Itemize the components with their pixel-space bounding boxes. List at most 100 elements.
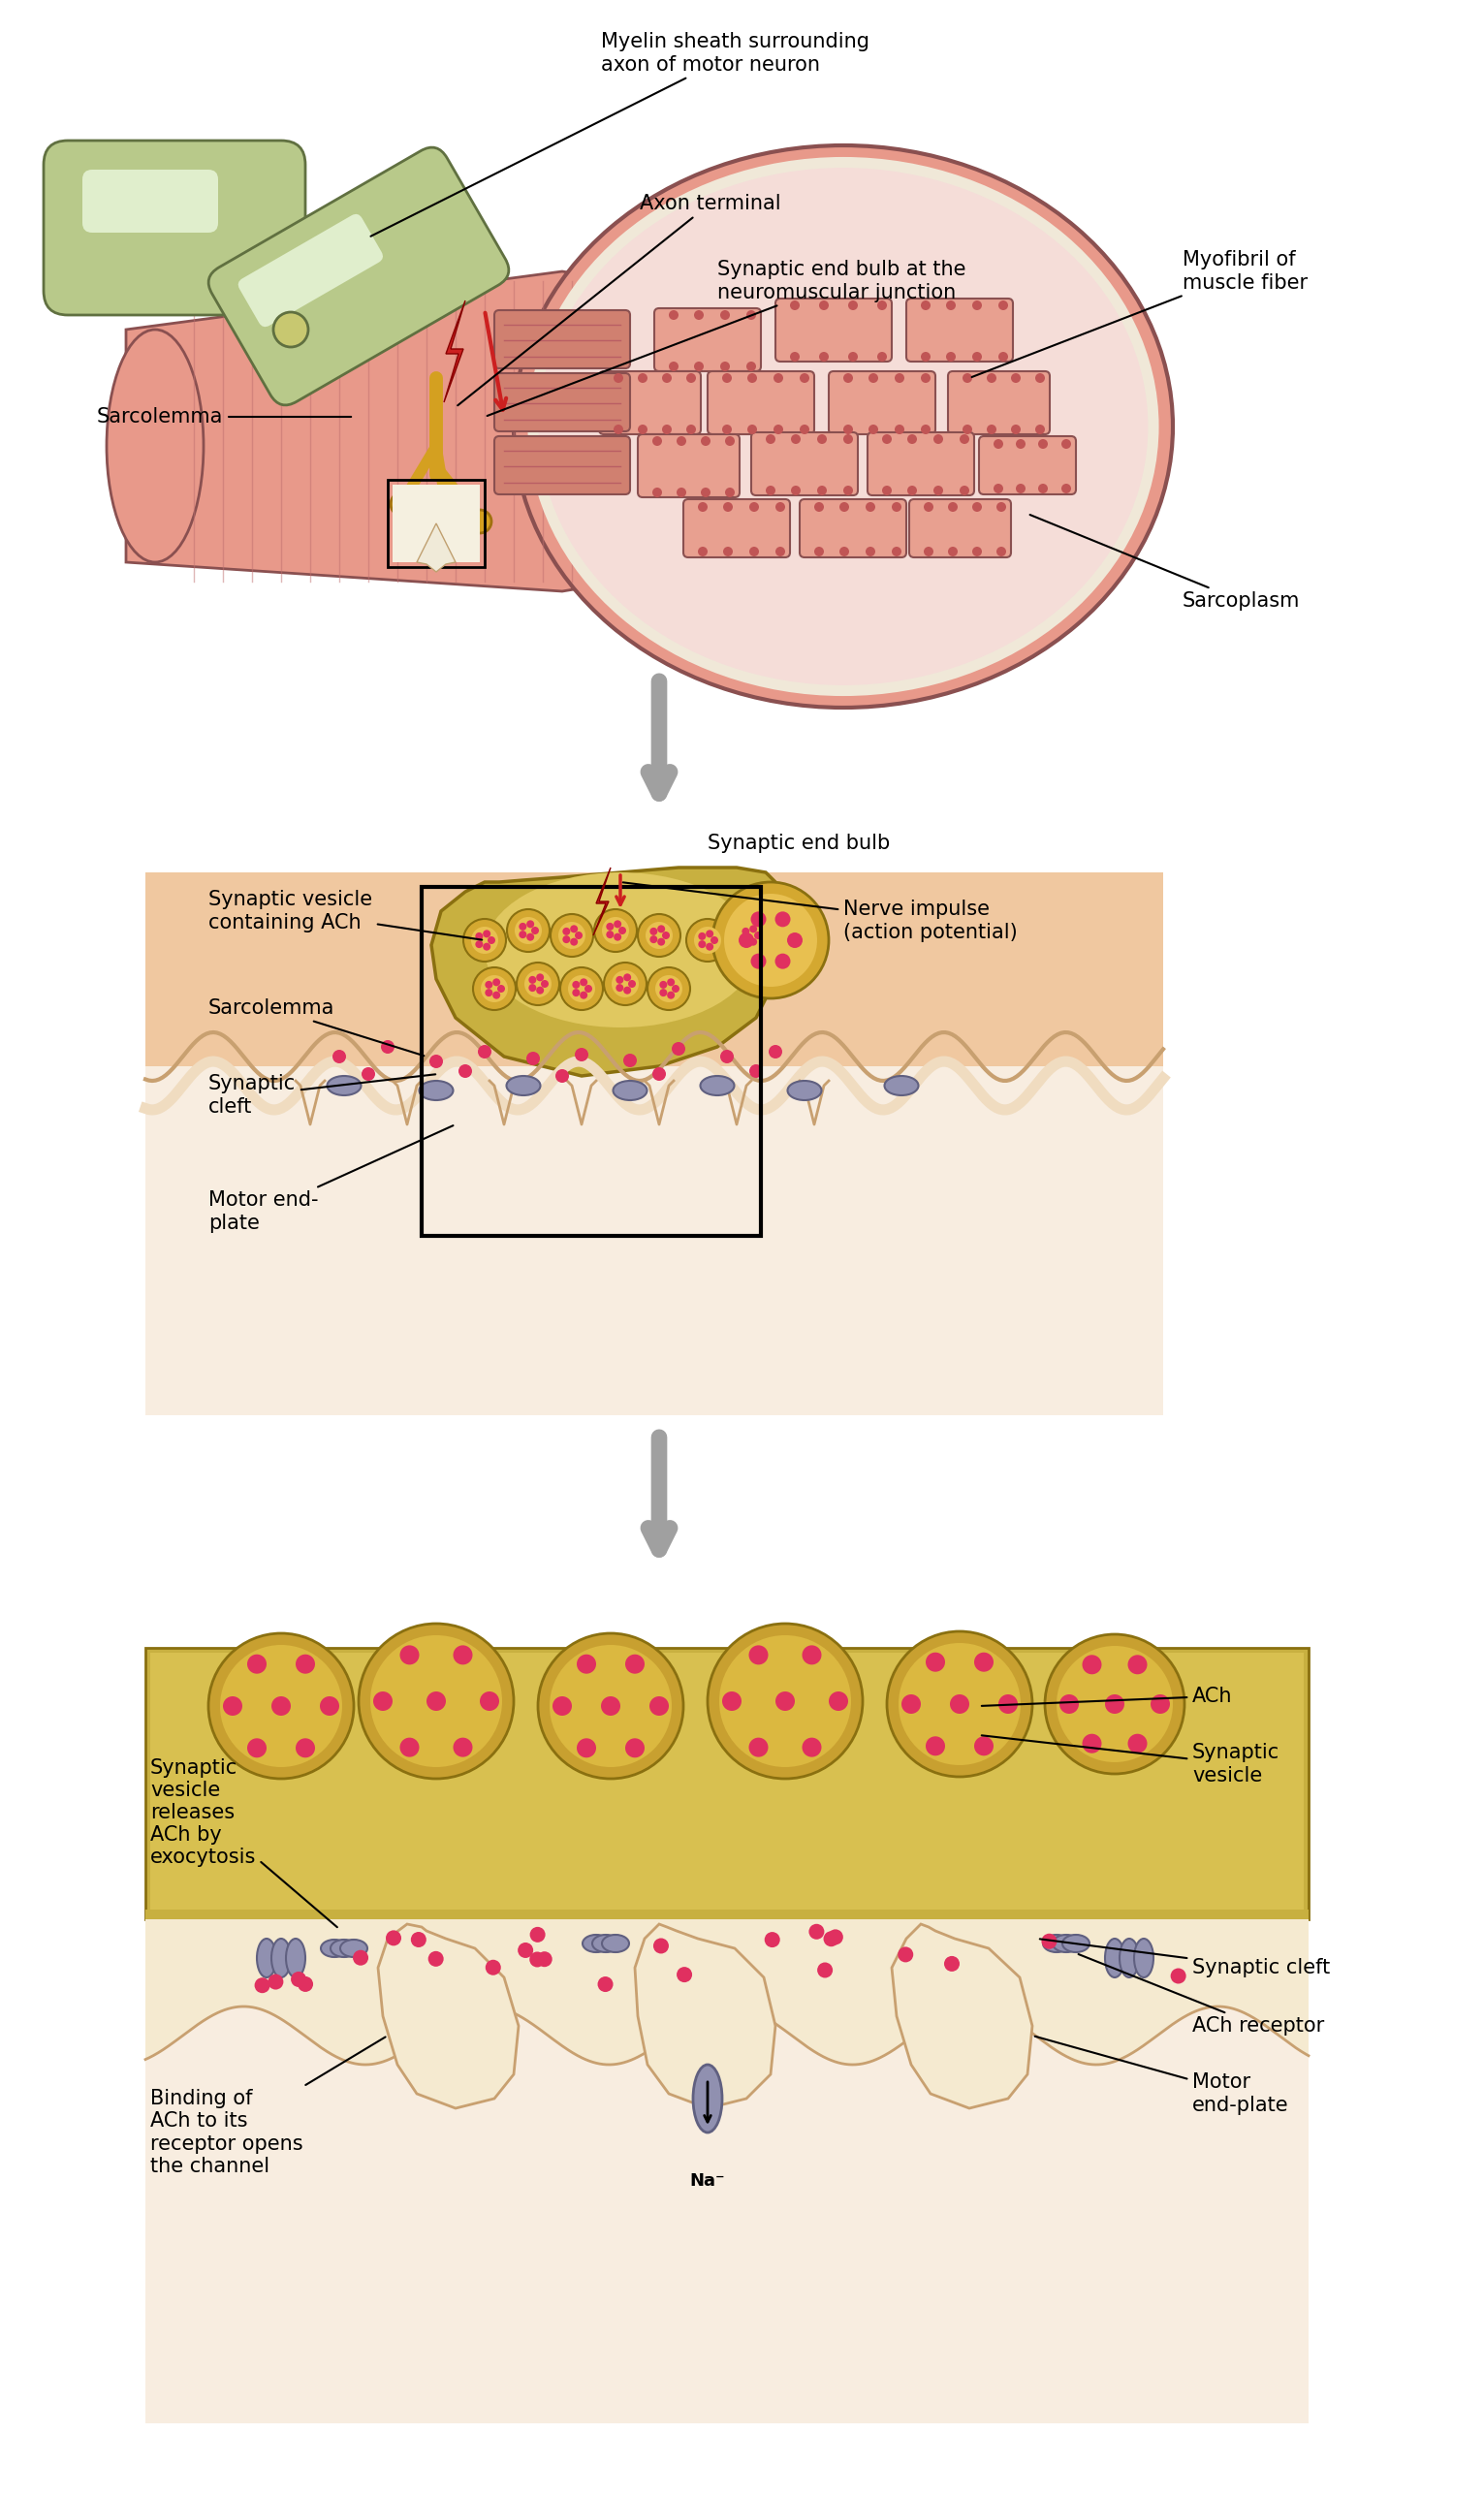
Circle shape [993, 484, 1003, 494]
Text: Sarcoplasm: Sarcoplasm [1030, 514, 1300, 612]
Circle shape [508, 909, 549, 951]
Circle shape [945, 352, 956, 362]
FancyBboxPatch shape [708, 372, 815, 434]
Text: Motor
end-plate: Motor end-plate [1034, 2037, 1288, 2114]
Circle shape [901, 1695, 922, 1715]
Circle shape [800, 374, 809, 382]
Circle shape [711, 936, 718, 943]
Circle shape [585, 986, 592, 993]
Ellipse shape [485, 874, 755, 1028]
Circle shape [568, 976, 595, 1003]
Circle shape [519, 931, 527, 938]
Circle shape [1042, 1934, 1057, 1949]
Polygon shape [594, 869, 610, 936]
Circle shape [549, 1645, 672, 1767]
Circle shape [695, 362, 703, 372]
Ellipse shape [1043, 1934, 1070, 1952]
Circle shape [638, 424, 647, 434]
FancyBboxPatch shape [654, 307, 761, 372]
Circle shape [669, 310, 678, 319]
Circle shape [742, 936, 749, 943]
Circle shape [662, 424, 672, 434]
Circle shape [769, 1046, 782, 1058]
Circle shape [295, 1737, 315, 1757]
Circle shape [907, 487, 917, 494]
Circle shape [291, 1972, 306, 1987]
Circle shape [623, 973, 631, 981]
Circle shape [776, 502, 785, 512]
Ellipse shape [1134, 1939, 1153, 1977]
Circle shape [1061, 439, 1071, 449]
FancyArrowPatch shape [485, 312, 506, 409]
Circle shape [1036, 424, 1045, 434]
Bar [145, 1914, 1309, 2032]
Circle shape [877, 300, 887, 310]
Circle shape [1106, 1695, 1125, 1715]
Circle shape [923, 502, 933, 512]
FancyArrowPatch shape [705, 2082, 711, 2122]
Circle shape [562, 936, 570, 943]
Circle shape [552, 1697, 571, 1715]
Circle shape [944, 1957, 960, 1972]
Circle shape [843, 487, 853, 494]
Circle shape [849, 300, 858, 310]
Circle shape [1061, 484, 1071, 494]
Ellipse shape [506, 1076, 540, 1096]
Ellipse shape [321, 1939, 347, 1957]
Circle shape [515, 916, 542, 943]
Circle shape [746, 310, 755, 319]
Circle shape [764, 1932, 781, 1947]
Circle shape [601, 1697, 620, 1715]
Circle shape [638, 914, 681, 956]
Polygon shape [444, 300, 466, 402]
Circle shape [686, 919, 729, 961]
Circle shape [614, 934, 622, 941]
Circle shape [555, 1068, 568, 1083]
Circle shape [706, 943, 714, 951]
Circle shape [818, 1962, 833, 1977]
Circle shape [537, 1952, 552, 1967]
Circle shape [1082, 1655, 1101, 1675]
Circle shape [646, 921, 672, 948]
Circle shape [996, 502, 1006, 512]
Circle shape [749, 502, 758, 512]
Ellipse shape [340, 1939, 368, 1957]
FancyBboxPatch shape [494, 374, 631, 432]
Circle shape [865, 502, 876, 512]
Circle shape [473, 968, 515, 1011]
Circle shape [840, 502, 849, 512]
Ellipse shape [272, 1939, 291, 1977]
Circle shape [881, 487, 892, 494]
Circle shape [662, 374, 672, 382]
Circle shape [619, 926, 626, 934]
Circle shape [999, 300, 1008, 310]
Text: Binding of
ACh to its
receptor opens
the channel: Binding of ACh to its receptor opens the… [150, 2037, 386, 2177]
Circle shape [922, 424, 930, 434]
Circle shape [269, 1974, 283, 1989]
Bar [145, 1987, 1309, 2424]
Circle shape [580, 978, 588, 986]
FancyBboxPatch shape [494, 437, 631, 494]
Circle shape [686, 374, 696, 382]
Circle shape [815, 547, 824, 557]
Circle shape [787, 934, 803, 948]
Circle shape [923, 547, 933, 557]
Circle shape [749, 1737, 769, 1757]
Circle shape [922, 300, 930, 310]
Circle shape [972, 300, 982, 310]
Circle shape [561, 968, 603, 1011]
Circle shape [723, 502, 733, 512]
Circle shape [877, 352, 887, 362]
Circle shape [570, 938, 577, 946]
Circle shape [426, 1692, 445, 1710]
Polygon shape [432, 869, 785, 1076]
Ellipse shape [1119, 1939, 1138, 1977]
Ellipse shape [592, 1934, 619, 1952]
Text: Synaptic
cleft: Synaptic cleft [208, 1073, 435, 1116]
Circle shape [843, 424, 853, 434]
Circle shape [922, 352, 930, 362]
Circle shape [699, 941, 706, 948]
Circle shape [1036, 374, 1045, 382]
Circle shape [773, 374, 784, 382]
Polygon shape [892, 1924, 1033, 2109]
